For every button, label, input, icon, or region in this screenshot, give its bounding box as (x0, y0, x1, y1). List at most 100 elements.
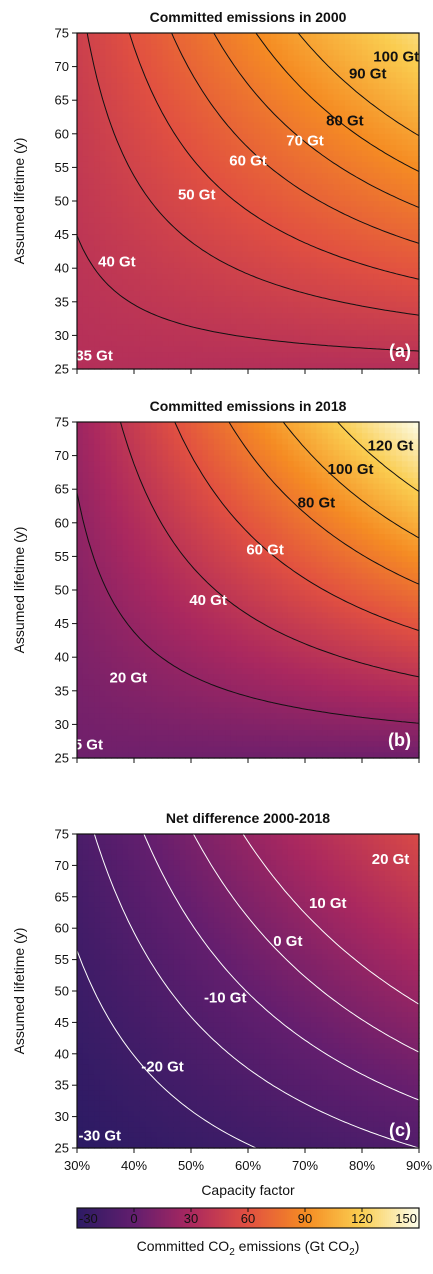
heatmap-cell (185, 55, 191, 61)
heatmap-cell (185, 719, 191, 725)
heatmap-cell (123, 291, 129, 297)
heatmap-cell (134, 702, 140, 708)
heatmap-cell (174, 433, 180, 439)
heatmap-cell (88, 629, 94, 635)
heatmap-cell (311, 285, 317, 291)
heatmap-cell (168, 83, 174, 89)
heatmap-cell (140, 517, 146, 523)
heatmap-cell (271, 33, 277, 39)
heatmap-cell (316, 229, 322, 235)
heatmap-cell (117, 279, 123, 285)
heatmap-cell (185, 646, 191, 652)
heatmap-cell (305, 72, 311, 78)
heatmap-cell (123, 450, 129, 456)
heatmap-cell (277, 296, 283, 302)
heatmap-cell (305, 179, 311, 185)
heatmap-cell (288, 156, 294, 162)
heatmap-cell (145, 106, 151, 112)
heatmap-cell (88, 680, 94, 686)
heatmap-cell (356, 106, 362, 112)
heatmap-cell (117, 702, 123, 708)
heatmap-cell (391, 279, 397, 285)
heatmap-cell (191, 747, 197, 753)
heatmap-cell (294, 179, 300, 185)
heatmap-cell (123, 724, 129, 730)
heatmap-cell (123, 67, 129, 73)
heatmap-cell (311, 89, 317, 95)
heatmap-cell (77, 61, 83, 67)
heatmap-cell (185, 618, 191, 624)
heatmap-cell (282, 100, 288, 106)
heatmap-cell (77, 78, 83, 84)
heatmap-cell (123, 44, 129, 50)
heatmap-cell (111, 67, 117, 73)
heatmap-cell (88, 517, 94, 523)
heatmap-cell (282, 33, 288, 39)
heatmap-cell (100, 545, 106, 551)
heatmap-cell (94, 100, 100, 106)
heatmap-cell (277, 184, 283, 190)
heatmap-cell (271, 156, 277, 162)
heatmap-cell (83, 663, 89, 669)
heatmap-cell (180, 128, 186, 134)
heatmap-cell (117, 506, 123, 512)
heatmap-cell (145, 257, 151, 263)
heatmap-cell (202, 296, 208, 302)
heatmap-cell (145, 240, 151, 246)
heatmap-cell (94, 313, 100, 319)
heatmap-cell (100, 173, 106, 179)
heatmap-cell (197, 145, 203, 151)
heatmap-cell (163, 190, 169, 196)
heatmap-cell (77, 444, 83, 450)
heatmap-cell (191, 207, 197, 213)
heatmap-cell (117, 573, 123, 579)
heatmap-cell (106, 39, 112, 45)
heatmap-cell (191, 302, 197, 308)
heatmap-cell (180, 72, 186, 78)
heatmap-cell (168, 484, 174, 490)
heatmap-cell (220, 195, 226, 201)
heatmap-cell (163, 291, 169, 297)
heatmap-cell (145, 111, 151, 117)
heatmap-cell (402, 285, 408, 291)
heatmap-cell (128, 190, 134, 196)
heatmap-cell (299, 89, 305, 95)
heatmap-cell (157, 691, 163, 697)
heatmap-cell (391, 162, 397, 168)
heatmap-cell (220, 279, 226, 285)
heatmap-cell (208, 307, 214, 313)
heatmap-cell (168, 624, 174, 630)
heatmap-cell (140, 100, 146, 106)
heatmap-cell (248, 195, 254, 201)
heatmap-cell (197, 134, 203, 140)
heatmap-cell (145, 596, 151, 602)
heatmap-cell (362, 358, 368, 364)
heatmap-cell (134, 324, 140, 330)
heatmap-cell (117, 545, 123, 551)
heatmap-cell (106, 240, 112, 246)
heatmap-cell (351, 319, 357, 325)
heatmap-cell (123, 83, 129, 89)
heatmap-cell (231, 55, 237, 61)
heatmap-cell (402, 190, 408, 196)
heatmap-cell (254, 296, 260, 302)
heatmap-cell (100, 489, 106, 495)
heatmap-cell (140, 33, 146, 39)
heatmap-cell (259, 352, 265, 358)
heatmap-cell (123, 579, 129, 585)
heatmap-cell (174, 257, 180, 263)
heatmap-cell (106, 528, 112, 534)
heatmap-cell (83, 601, 89, 607)
heatmap-cell (77, 229, 83, 235)
heatmap-cell (157, 257, 163, 263)
heatmap-cell (225, 307, 231, 313)
heatmap-cell (202, 500, 208, 506)
heatmap-cell (128, 713, 134, 719)
heatmap-cell (157, 545, 163, 551)
heatmap-cell (288, 167, 294, 173)
heatmap-cell (94, 512, 100, 518)
heatmap-cell (100, 83, 106, 89)
heatmap-cell (282, 240, 288, 246)
heatmap-cell (322, 78, 328, 84)
heatmap-cell (191, 562, 197, 568)
